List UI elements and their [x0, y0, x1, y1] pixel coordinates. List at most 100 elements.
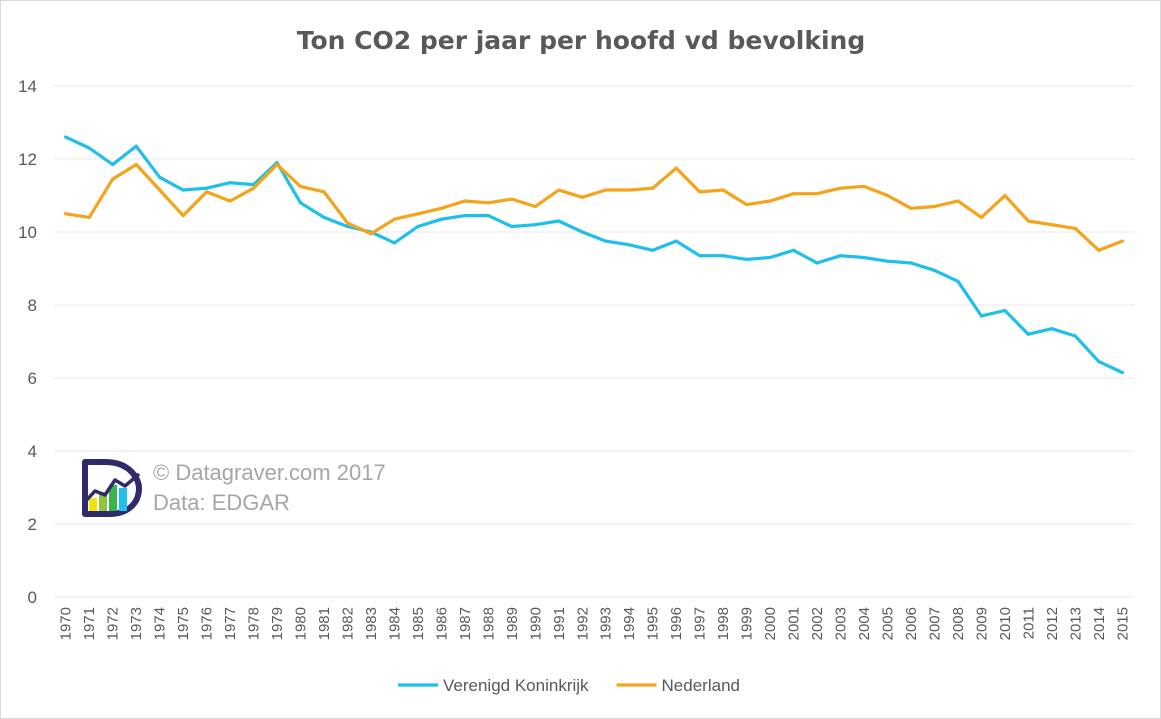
- x-tick-label: 1999: [739, 607, 756, 640]
- x-tick-label: 1970: [58, 607, 75, 640]
- series-0: [64, 135, 1124, 375]
- data-point: [768, 255, 772, 260]
- data-point: [1120, 239, 1124, 243]
- x-tick-label: 2011: [1020, 607, 1037, 639]
- data-point: [510, 224, 514, 229]
- y-tick-label: 12: [18, 150, 37, 169]
- y-tick-label: 0: [28, 588, 37, 607]
- logo-bar-3: [109, 485, 117, 511]
- x-tick-label: 1993: [598, 607, 615, 640]
- x-tick-label: 2001: [786, 607, 803, 640]
- data-point: [205, 186, 209, 190]
- x-tick-label: 2000: [762, 607, 779, 640]
- x-tick-label: 2009: [973, 607, 990, 640]
- data-point: [979, 215, 983, 219]
- x-tick-label: 1984: [386, 607, 403, 640]
- source-text: Data: EDGAR: [153, 490, 290, 515]
- data-point: [228, 181, 232, 185]
- data-point: [486, 213, 490, 218]
- data-point: [251, 186, 256, 190]
- data-point: [345, 221, 350, 225]
- x-tick-label: 1996: [668, 607, 685, 640]
- data-point: [745, 203, 749, 207]
- legend-label: Nederland: [662, 676, 740, 695]
- data-point: [533, 223, 537, 227]
- x-tick-label: 2003: [833, 607, 850, 640]
- data-point: [1050, 223, 1054, 227]
- data-point: [698, 190, 702, 194]
- data-point: [158, 175, 162, 179]
- data-point: [322, 190, 326, 194]
- data-point: [1120, 370, 1124, 375]
- data-point: [486, 201, 490, 205]
- legend-item: Verenigd Koninkrijk: [398, 676, 589, 695]
- x-tick-label: 1980: [293, 607, 310, 640]
- x-tick-label: 1977: [222, 607, 239, 640]
- data-point: [298, 184, 303, 188]
- data-point: [721, 254, 725, 258]
- x-tick-label: 2008: [950, 607, 967, 640]
- data-point: [1097, 359, 1101, 364]
- data-point: [158, 188, 162, 192]
- data-point: [1073, 334, 1077, 338]
- x-tick-label: 1971: [81, 607, 98, 640]
- data-point: [721, 188, 725, 192]
- data-point: [228, 199, 232, 203]
- data-point: [932, 268, 937, 272]
- series-line: [64, 135, 1124, 375]
- data-point: [439, 206, 443, 210]
- data-point: [416, 224, 420, 229]
- data-point: [111, 162, 115, 167]
- data-point: [580, 195, 584, 199]
- data-point: [815, 192, 819, 196]
- x-tick-label: 1981: [316, 607, 333, 640]
- y-tick-label: 14: [18, 77, 37, 96]
- x-tick-label: 1998: [715, 607, 732, 640]
- data-point: [439, 217, 443, 221]
- data-point: [322, 215, 326, 219]
- data-point: [557, 219, 561, 223]
- data-point: [627, 243, 631, 247]
- data-point: [275, 162, 279, 167]
- data-point: [345, 224, 350, 229]
- logo-bar-4: [119, 488, 127, 511]
- y-axis-ticks: 0 2 4 6 8 10 12 14: [18, 77, 37, 607]
- data-point: [392, 217, 397, 221]
- data-point: [768, 199, 772, 203]
- legend-item: Nederland: [616, 676, 740, 695]
- y-tick-label: 10: [18, 223, 37, 242]
- data-point: [815, 261, 819, 265]
- series-lines: [64, 135, 1124, 375]
- data-point: [791, 248, 796, 252]
- y-tick-label: 4: [28, 442, 37, 461]
- data-point: [651, 248, 655, 252]
- data-point: [181, 213, 185, 218]
- data-point: [510, 197, 514, 201]
- x-tick-label: 1982: [339, 607, 356, 640]
- datagraver-logo: [81, 459, 142, 517]
- x-tick-label: 1983: [363, 607, 380, 640]
- data-point: [369, 232, 373, 236]
- data-point: [627, 188, 631, 192]
- data-point: [979, 314, 983, 318]
- x-tick-label: 2014: [1091, 607, 1108, 640]
- data-point: [87, 146, 91, 150]
- data-point: [956, 199, 960, 203]
- data-point: [604, 188, 608, 192]
- data-point: [1026, 219, 1030, 223]
- x-tick-label: 1979: [269, 607, 286, 640]
- x-tick-label: 1991: [551, 607, 568, 640]
- data-point: [838, 254, 843, 258]
- x-tick-label: 1995: [645, 607, 662, 640]
- gridlines: [54, 85, 1134, 598]
- x-tick-label: 1975: [175, 607, 192, 640]
- data-point: [745, 257, 749, 261]
- data-point: [580, 230, 584, 234]
- chart-title: Ton CO2 per jaar per hoofd vd bevolking: [297, 26, 866, 55]
- x-tick-label: 1989: [504, 607, 521, 640]
- legend-label: Verenigd Koninkrijk: [443, 676, 589, 695]
- x-tick-label: 1997: [692, 607, 709, 640]
- x-tick-label: 2002: [809, 607, 826, 640]
- x-axis-ticks: 1970 1971 1972 1973 1974 1975 1976 1977 1978 1979…: [58, 607, 1132, 640]
- x-tick-label: 2012: [1044, 607, 1061, 640]
